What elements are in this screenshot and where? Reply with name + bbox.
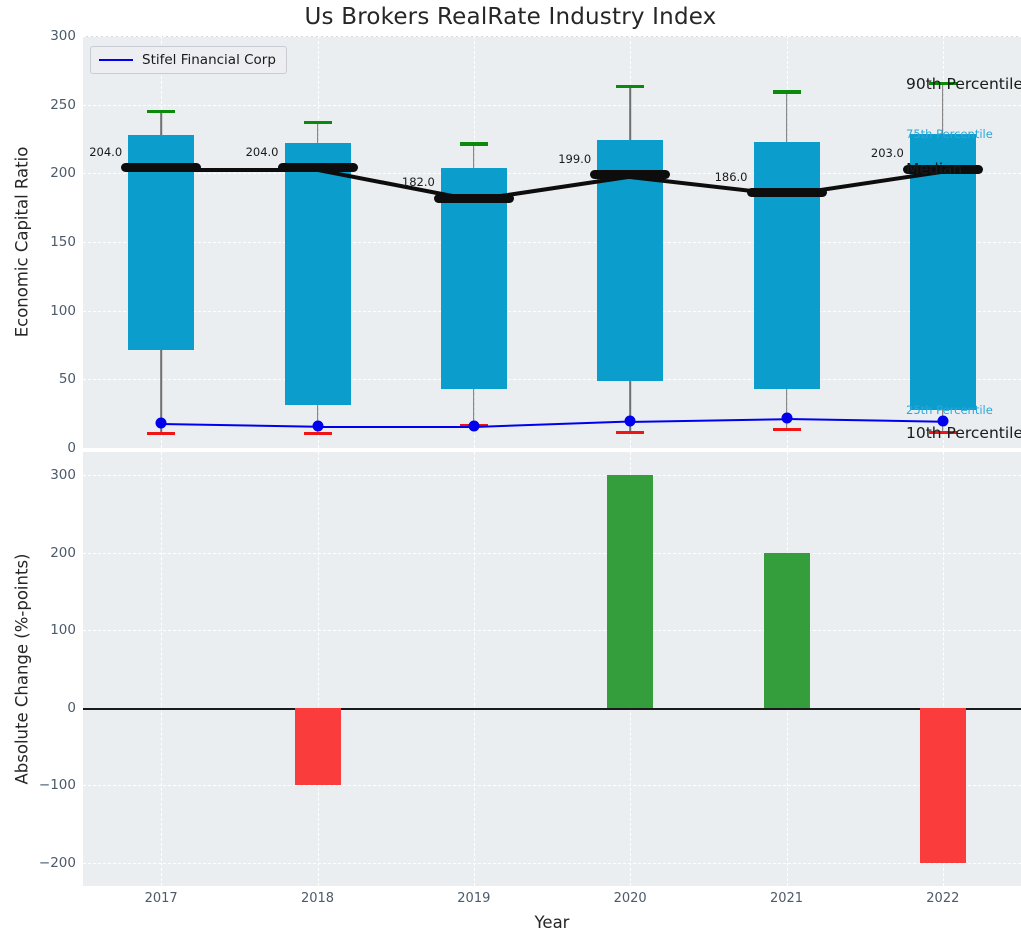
y-tick-label-bottom: 300 xyxy=(50,467,76,484)
gridline-horizontal xyxy=(83,36,1021,37)
median-marker-2019 xyxy=(433,193,514,203)
cap-90th-percentile-2018 xyxy=(303,120,332,124)
box-2020 xyxy=(597,140,664,381)
absolute-change-plot xyxy=(83,452,1021,886)
median-value-label-2017: 204.0 xyxy=(89,144,123,159)
median-marker-2021 xyxy=(746,188,827,198)
gridline-horizontal xyxy=(83,630,1021,632)
zero-baseline xyxy=(83,707,1021,710)
company-series-point-2018 xyxy=(312,420,323,432)
change-bar-2022 xyxy=(919,707,966,863)
change-bar-2018 xyxy=(294,707,341,786)
gridline-vertical xyxy=(317,452,319,886)
x-tick-label-2021: 2021 xyxy=(769,891,804,906)
x-tick-label-2019: 2019 xyxy=(457,891,491,906)
gridline-horizontal xyxy=(83,448,1021,449)
cap-90th-percentile-2019 xyxy=(459,142,488,146)
y-axis-label-economic-capital-ratio: Economic Capital Ratio xyxy=(12,146,32,338)
box-2021 xyxy=(753,141,820,389)
company-series-segment xyxy=(161,423,318,429)
economic-capital-ratio-plot xyxy=(83,36,1021,449)
legend-line-swatch xyxy=(99,59,133,61)
gridline-vertical xyxy=(942,452,944,886)
annotation-10th-percentile: 10th Percentile xyxy=(906,423,1021,442)
cap-90th-percentile-2022 xyxy=(928,82,957,86)
y-tick-label-bottom: −200 xyxy=(38,854,76,871)
annotation-25th-percentile: 25th Percentile xyxy=(906,402,993,417)
change-bar-2021 xyxy=(763,552,810,708)
cap-90th-percentile-2021 xyxy=(772,90,801,94)
chart-legend[interactable]: Stifel Financial Corp xyxy=(90,46,287,74)
cap-10th-percentile-2022 xyxy=(928,430,957,435)
gridline-vertical xyxy=(473,452,475,886)
box-2022 xyxy=(909,133,976,410)
x-axis-label-year: Year xyxy=(534,913,570,932)
company-series-point-2020 xyxy=(624,415,636,427)
company-series-point-2017 xyxy=(155,417,167,429)
cap-10th-percentile-2021 xyxy=(772,428,801,432)
median-value-label-2021: 186.0 xyxy=(714,169,748,184)
y-tick-label-top: 100 xyxy=(50,302,76,319)
company-series-segment xyxy=(473,420,631,429)
gridline-horizontal xyxy=(83,552,1021,554)
annotation-median: Median xyxy=(906,160,963,179)
x-tick-label-2017: 2017 xyxy=(144,891,178,906)
gridline-horizontal xyxy=(83,310,1021,312)
y-tick-label-top: 0 xyxy=(67,440,76,456)
y-tick-label-top: 150 xyxy=(50,234,76,250)
cap-90th-percentile-2020 xyxy=(616,84,645,89)
gridline-vertical xyxy=(161,452,163,886)
company-series-segment xyxy=(317,426,474,429)
y-tick-label-bottom: 0 xyxy=(67,699,76,716)
chart-title: Us Brokers RealRate Industry Index xyxy=(304,4,717,30)
y-tick-label-top: 200 xyxy=(50,165,76,182)
gridline-horizontal xyxy=(83,104,1021,106)
gridline-horizontal xyxy=(83,242,1021,243)
median-marker-2020 xyxy=(590,170,671,180)
company-series-point-2021 xyxy=(781,412,792,424)
y-tick-label-bottom: 200 xyxy=(50,544,76,561)
median-marker-2022 xyxy=(902,164,983,174)
cap-10th-percentile-2020 xyxy=(616,430,645,435)
x-tick-label-2020: 2020 xyxy=(613,891,647,906)
x-tick-label-2022: 2022 xyxy=(926,891,960,906)
gridline-horizontal xyxy=(83,785,1021,787)
gridline-horizontal xyxy=(83,379,1021,381)
legend-label-stifel-financial-corp: Stifel Financial Corp xyxy=(142,52,276,68)
median-value-label-2020: 199.0 xyxy=(558,151,592,166)
median-connector-segment xyxy=(161,167,318,172)
y-tick-label-top: 250 xyxy=(50,96,76,113)
y-tick-label-bottom: −100 xyxy=(38,777,76,794)
median-value-label-2019: 182.0 xyxy=(401,175,435,190)
cap-90th-percentile-2017 xyxy=(147,109,176,113)
annotation-90th-percentile: 90th Percentile xyxy=(906,75,1021,94)
median-value-label-2018: 204.0 xyxy=(245,144,279,159)
gridline-horizontal xyxy=(83,862,1021,864)
gridline-horizontal xyxy=(83,475,1021,477)
change-bar-2020 xyxy=(607,475,654,708)
median-marker-2017 xyxy=(121,163,202,173)
cap-10th-percentile-2017 xyxy=(147,432,176,436)
box-2019 xyxy=(440,167,507,389)
company-series-segment xyxy=(786,417,943,423)
cap-10th-percentile-2018 xyxy=(303,432,332,436)
company-series-point-2019 xyxy=(468,420,480,432)
x-tick-label-2018: 2018 xyxy=(300,891,335,906)
company-series-segment xyxy=(630,417,787,423)
median-value-label-2022: 203.0 xyxy=(870,146,904,161)
y-axis-label-absolute-change: Absolute Change (%-points) xyxy=(12,553,32,785)
y-tick-label-top: 50 xyxy=(58,371,76,388)
company-series-point-2022 xyxy=(937,415,949,427)
y-tick-label-top: 300 xyxy=(50,28,76,44)
y-tick-label-bottom: 100 xyxy=(50,622,76,639)
gridline-horizontal xyxy=(83,173,1021,175)
median-marker-2018 xyxy=(277,163,358,173)
annotation-75th-percentile: 75th Percentile xyxy=(906,126,993,141)
box-2018 xyxy=(284,143,351,406)
